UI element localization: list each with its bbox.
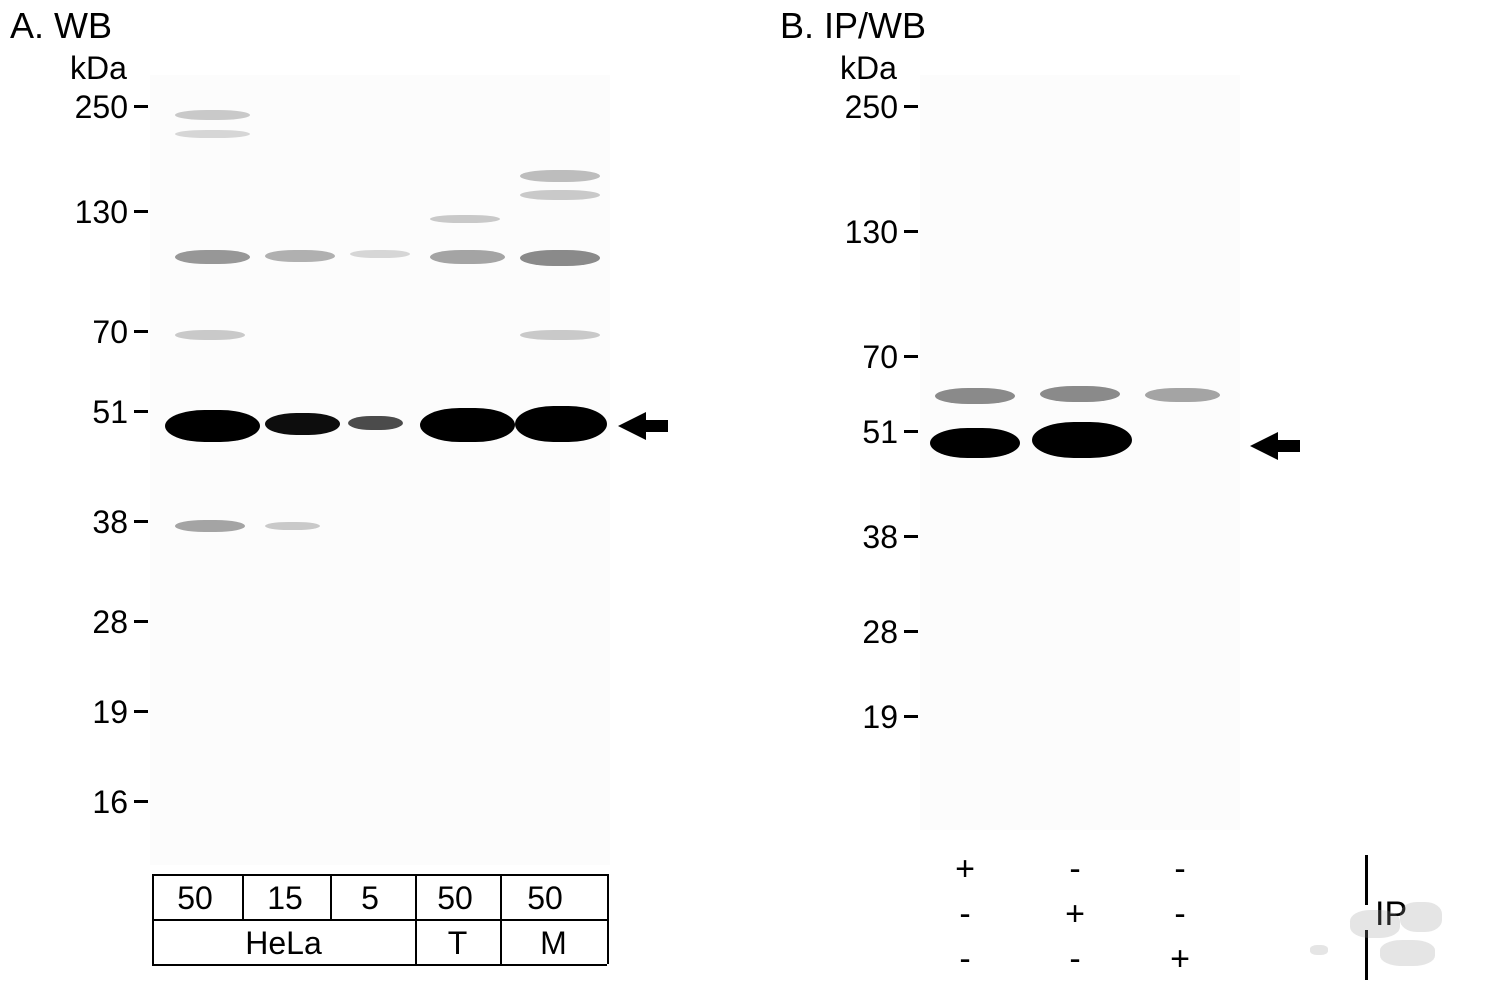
blot-band [175, 330, 245, 340]
blot-band [175, 250, 250, 264]
watermark-smudge [1380, 940, 1435, 966]
table-divider [242, 874, 244, 919]
panel-b-kda-label: kDa [840, 50, 897, 87]
marker-label: 51 [58, 394, 128, 431]
blot-band [1032, 422, 1132, 458]
table-divider [607, 919, 609, 964]
marker-tick [134, 410, 148, 413]
lane-amount-label: 15 [260, 880, 310, 917]
marker-label: 130 [828, 214, 898, 251]
marker-label: 38 [828, 519, 898, 556]
ip-matrix-cell: + [950, 850, 980, 889]
marker-tick [134, 620, 148, 623]
sample-label-t: T [415, 925, 500, 962]
marker-tick [134, 710, 148, 713]
table-divider [152, 919, 607, 921]
blot-band [420, 408, 515, 442]
ip-matrix-cell: - [1060, 850, 1090, 889]
table-divider [152, 874, 154, 919]
table-divider [330, 874, 332, 919]
panel-a-kda-label: kDa [70, 50, 127, 87]
marker-label: 19 [58, 694, 128, 731]
marker-tick [134, 800, 148, 803]
marker-tick [134, 210, 148, 213]
marker-tick [134, 105, 148, 108]
blot-band [520, 170, 600, 182]
blot-band [430, 215, 500, 223]
blot-band [265, 522, 320, 530]
blot-band [175, 110, 250, 120]
blot-band [265, 413, 340, 435]
marker-label: 51 [828, 414, 898, 451]
marker-label: 38 [58, 504, 128, 541]
panel-a-wb: A. WB kDa 250 130 70 51 38 28 19 16 50 15 5 50 50 He… [10, 0, 740, 985]
blot-band [520, 330, 600, 340]
blot-band [1040, 386, 1120, 402]
blot-band [350, 250, 410, 258]
marker-label: 16 [58, 784, 128, 821]
panel-b-title: B. IP/WB [780, 5, 926, 47]
table-divider [415, 874, 417, 919]
watermark-smudge [1400, 902, 1442, 932]
blot-band [520, 250, 600, 266]
blot-band [430, 250, 505, 264]
marker-tick [904, 355, 918, 358]
blot-band [935, 388, 1015, 404]
marker-label: 130 [58, 194, 128, 231]
ip-matrix-cell: + [1060, 895, 1090, 934]
table-divider [500, 874, 502, 919]
ip-matrix-cell: - [1165, 895, 1195, 934]
table-divider [152, 964, 607, 966]
marker-tick [134, 330, 148, 333]
sample-label-m: M [500, 925, 607, 962]
blot-band [165, 410, 260, 442]
marker-tick [904, 105, 918, 108]
lane-amount-label: 5 [345, 880, 395, 917]
panel-a-title: A. WB [10, 5, 112, 47]
marker-tick [904, 630, 918, 633]
ip-matrix-cell: - [1060, 940, 1090, 979]
marker-label: 28 [828, 614, 898, 651]
marker-tick [134, 520, 148, 523]
marker-tick [904, 535, 918, 538]
ip-bracket-top [1365, 855, 1368, 905]
blot-band [265, 250, 335, 262]
marker-tick [904, 230, 918, 233]
blot-band [1145, 388, 1220, 402]
marker-label: 70 [58, 314, 128, 351]
table-divider [607, 874, 609, 919]
blot-band [930, 428, 1020, 458]
ip-matrix-cell: - [950, 940, 980, 979]
marker-label: 70 [828, 339, 898, 376]
ip-matrix-cell: - [1165, 850, 1195, 889]
ip-matrix-cell: - [950, 895, 980, 934]
marker-tick [904, 715, 918, 718]
blot-band [175, 130, 250, 138]
blot-band [520, 190, 600, 200]
marker-tick [904, 430, 918, 433]
watermark-smudge [1350, 910, 1400, 938]
lane-amount-label: 50 [170, 880, 220, 917]
marker-label: 250 [828, 89, 898, 126]
marker-label: 28 [58, 604, 128, 641]
marker-label: 19 [828, 699, 898, 736]
marker-label: 250 [58, 89, 128, 126]
lane-amount-label: 50 [520, 880, 570, 917]
blot-band [348, 416, 403, 430]
lane-amount-label: 50 [430, 880, 480, 917]
ip-matrix-cell: + [1165, 940, 1195, 979]
sample-label-hela: HeLa [152, 925, 415, 962]
blot-band [515, 406, 607, 442]
panel-b-ipwb: B. IP/WB kDa 2501307051382819 +---+---+ … [780, 0, 1480, 985]
table-divider [152, 874, 607, 876]
watermark-smudge [1310, 945, 1328, 955]
blot-band [175, 520, 245, 532]
